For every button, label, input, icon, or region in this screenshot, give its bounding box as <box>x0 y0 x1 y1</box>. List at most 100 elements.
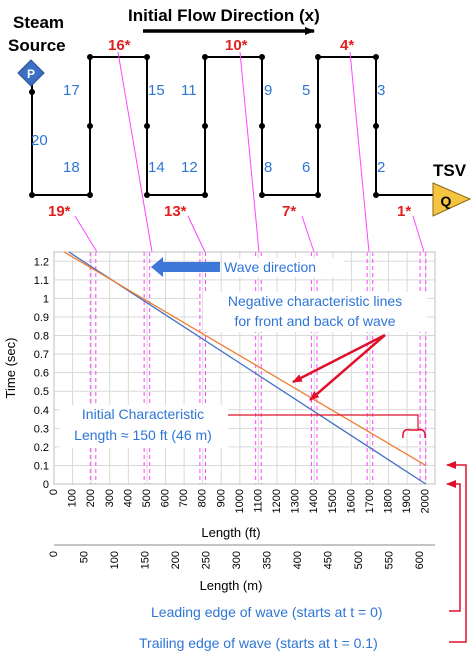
x-tick-label: 1100 <box>252 489 264 513</box>
y-tick-label: 0.7 <box>34 349 49 361</box>
secondary-x-axis-label: Length (m) <box>200 578 263 593</box>
x-tick-label: 1800 <box>383 489 395 513</box>
secondary-x-tick-label: 150 <box>139 551 151 569</box>
x-tick-label: 1600 <box>345 489 357 513</box>
secondary-x-tick-label: 450 <box>322 551 334 569</box>
y-tick-label: 0.8 <box>34 331 49 343</box>
x-tick-label: 800 <box>197 489 209 507</box>
x-tick-label: 600 <box>160 489 172 507</box>
wave-label-bg <box>222 258 344 277</box>
node-label-19: 19* <box>48 203 71 220</box>
chart: 0 0.1 0.2 0.3 0.4 0.5 0.6 0.7 0.8 0.9 1 1.1 1.2 0 100… <box>3 251 436 593</box>
secondary-x-tick-label: 600 <box>414 551 426 569</box>
secondary-x-tick-label: 100 <box>109 551 121 569</box>
node-labels: 20 17 18 15 14 11 12 9 8 5 6 3 2 19* 16*… <box>31 37 411 220</box>
x-tick-label: 700 <box>178 489 190 507</box>
secondary-x-tick-label: 550 <box>383 551 395 569</box>
secondary-x-tick-labels: 0 50 100 150 200 250 300 350 400 450 500 550 600 <box>48 551 426 569</box>
plot-area <box>54 252 435 484</box>
node-label-13: 13* <box>164 203 187 220</box>
node-label-16: 16* <box>108 37 131 54</box>
y-axis-label: Time (sec) <box>3 338 18 399</box>
x-tick-label: 1400 <box>308 489 320 513</box>
wave-direction-arrow <box>151 257 220 277</box>
x-tick-label: 500 <box>141 489 153 507</box>
secondary-x-tick-label: 50 <box>78 551 90 563</box>
initial-characteristic-line2: Length ≈ 150 ft (46 m) <box>74 427 212 443</box>
node-label-20: 20 <box>31 132 48 149</box>
y-tick-label: 0.2 <box>34 442 49 454</box>
node-label-9: 9 <box>264 82 272 99</box>
y-tick-label: 0.3 <box>34 423 49 435</box>
secondary-x-tick-label: 200 <box>170 551 182 569</box>
wave-direction-label: Wave direction <box>224 259 316 275</box>
node-label-4: 4* <box>340 37 354 54</box>
negative-lines-label-bg <box>203 292 427 332</box>
x-tick-label: 100 <box>67 489 79 507</box>
node-label-18: 18 <box>63 159 80 176</box>
x-tick-label: 1300 <box>290 489 302 513</box>
x-tick-label: 900 <box>215 489 227 507</box>
node-label-6: 6 <box>302 159 310 176</box>
node-label-17: 17 <box>63 82 80 99</box>
y-tick-label: 0.4 <box>34 405 49 417</box>
leader-lines <box>74 51 425 253</box>
x-tick-label: 1700 <box>364 489 376 513</box>
y-tick-label: 0.1 <box>34 460 49 472</box>
secondary-x-tick-label: 500 <box>353 551 365 569</box>
valve-symbol-label: Q <box>441 193 452 209</box>
y-tick-label: 0.6 <box>34 368 49 380</box>
x-tick-label: 1000 <box>234 489 246 513</box>
y-tick-label: 0.9 <box>34 312 49 324</box>
x-tick-label: 1900 <box>401 489 413 513</box>
initial-characteristic-bg <box>60 405 228 448</box>
secondary-x-tick-label: 250 <box>200 551 212 569</box>
x-tick-label: 0 <box>48 489 60 495</box>
initial-characteristic-line1: Initial Characteristic <box>82 406 204 422</box>
x-tick-label: 400 <box>122 489 134 507</box>
pipe-nodes <box>29 54 379 198</box>
leading-edge-callout <box>446 480 461 612</box>
node-label-15: 15 <box>148 82 165 99</box>
tsv-valve: TSV Q <box>432 161 472 217</box>
y-tick-label: 1 <box>43 293 49 305</box>
x-tick-label: 1200 <box>271 489 283 513</box>
series-line <box>68 251 427 485</box>
node-label-11: 11 <box>181 82 197 99</box>
secondary-x-tick-label: 300 <box>231 551 243 569</box>
x-tick-label: 300 <box>104 489 116 507</box>
source-symbol: P <box>17 59 45 87</box>
node-label-12: 12 <box>181 159 198 176</box>
secondary-x-tick-label: 400 <box>292 551 304 569</box>
x-tick-label: 1500 <box>327 489 339 513</box>
trailing-edge-callout <box>446 461 467 643</box>
source-symbol-label: P <box>27 67 35 81</box>
tsv-label: TSV <box>433 161 467 180</box>
component-boundaries <box>89 252 427 484</box>
node-label-3: 3 <box>377 82 385 99</box>
node-label-2: 2 <box>377 159 385 176</box>
negative-lines-label-line1: Negative characteristic lines <box>228 293 402 309</box>
node-label-8: 8 <box>264 159 272 176</box>
steam-source-label-line1: Steam <box>13 13 64 32</box>
x-axis-label: Length (ft) <box>201 525 260 540</box>
series-lines <box>63 251 427 485</box>
x-tick-labels: 0 100 200 300 400 500 600 700 800 900 1000 1100 1200… <box>48 489 432 513</box>
negative-lines-label-line2: for front and back of wave <box>234 313 395 329</box>
node-label-1: 1* <box>397 203 411 220</box>
secondary-x-tick-label: 350 <box>261 551 273 569</box>
node-label-14: 14 <box>148 159 165 176</box>
y-tick-label: 1.1 <box>34 275 49 287</box>
series-line <box>63 251 427 466</box>
x-tick-label: 2000 <box>420 489 432 513</box>
trailing-edge-label: Trailing edge of wave (starts at t = 0.1… <box>139 635 378 651</box>
flow-direction-label: Initial Flow Direction (x) <box>128 6 320 25</box>
leading-edge-label: Leading edge of wave (starts at t = 0) <box>151 604 383 620</box>
y-tick-label: 0.5 <box>34 386 49 398</box>
node-label-7: 7* <box>282 203 296 220</box>
y-tick-label: 0 <box>43 479 49 491</box>
plot-frame <box>53 251 436 485</box>
annotations: Wave direction Negative characteristic l… <box>60 257 467 651</box>
initial-characteristic-bracket <box>402 428 426 439</box>
